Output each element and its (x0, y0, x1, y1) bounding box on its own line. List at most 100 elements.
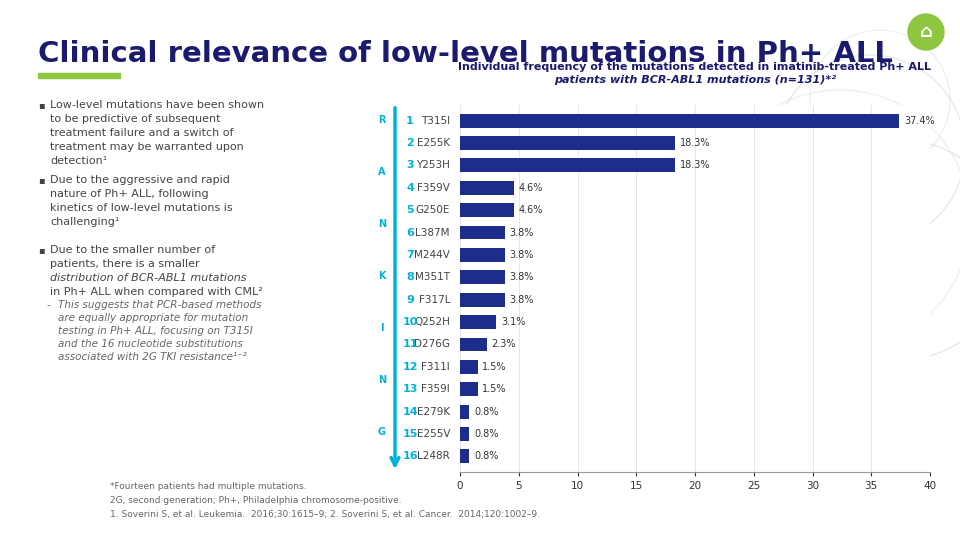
Text: 13: 13 (402, 384, 418, 394)
Text: 8: 8 (406, 272, 414, 282)
Text: 10: 10 (402, 317, 418, 327)
Text: 16: 16 (402, 451, 418, 461)
Text: 3.8%: 3.8% (510, 295, 534, 305)
Text: 18.3%: 18.3% (680, 160, 710, 171)
Text: Y253H: Y253H (416, 160, 450, 171)
Text: F317L: F317L (419, 295, 450, 305)
Text: 7: 7 (406, 250, 414, 260)
Text: to be predictive of subsequent: to be predictive of subsequent (50, 114, 221, 124)
Text: in Ph+ ALL when compared with CML²: in Ph+ ALL when compared with CML² (50, 287, 263, 297)
Text: 2G, second generation; Ph+, Philadelphia chromosome-positive.: 2G, second generation; Ph+, Philadelphia… (110, 496, 401, 505)
Text: ⌂: ⌂ (920, 23, 932, 41)
Text: R: R (378, 115, 386, 125)
Text: 12: 12 (402, 362, 418, 372)
Bar (460, 248, 505, 262)
Text: *Fourteen patients had multiple mutations.: *Fourteen patients had multiple mutation… (110, 482, 306, 491)
Text: 14: 14 (402, 407, 418, 416)
Text: 1: 1 (406, 116, 414, 126)
Text: 18.3%: 18.3% (680, 138, 710, 148)
Text: G: G (378, 427, 386, 437)
Bar (460, 382, 478, 396)
Text: 3.8%: 3.8% (510, 272, 534, 282)
Text: E279K: E279K (417, 407, 450, 416)
Text: 5: 5 (406, 205, 414, 215)
Text: 11: 11 (402, 340, 418, 349)
Bar (460, 203, 514, 217)
Text: distribution of BCR-ABL1 mutations: distribution of BCR-ABL1 mutations (50, 273, 247, 283)
Text: G250E: G250E (416, 205, 450, 215)
Text: ▪: ▪ (38, 245, 44, 255)
Text: -: - (46, 300, 50, 310)
Text: E255V: E255V (417, 429, 450, 439)
Text: 1. Soverini S, et al. Leukemia.  2016;30:1615–9; 2. Soverini S, et al. Cancer.  : 1. Soverini S, et al. Leukemia. 2016;30:… (110, 510, 540, 519)
Text: A: A (378, 167, 386, 177)
Text: 15: 15 (402, 429, 418, 439)
Text: 37.4%: 37.4% (904, 116, 935, 126)
Text: D276G: D276G (414, 340, 450, 349)
Bar (38, 73, 120, 78)
Text: 3: 3 (406, 160, 414, 171)
Bar (460, 181, 514, 195)
Text: 9: 9 (406, 295, 414, 305)
Text: N: N (378, 219, 386, 229)
Text: testing in Ph+ ALL, focusing on T315I: testing in Ph+ ALL, focusing on T315I (58, 326, 252, 336)
Text: I: I (380, 323, 384, 333)
Text: Due to the aggressive and rapid: Due to the aggressive and rapid (50, 175, 229, 185)
Text: associated with 2G TKI resistance¹⁻²: associated with 2G TKI resistance¹⁻² (58, 352, 247, 362)
Text: L387M: L387M (416, 227, 450, 238)
Text: nature of Ph+ ALL, following: nature of Ph+ ALL, following (50, 189, 208, 199)
Text: patients with BCR-ABL1 mutations (n=131)*²: patients with BCR-ABL1 mutations (n=131)… (554, 75, 836, 85)
Text: L248R: L248R (418, 451, 450, 461)
Text: and the 16 nucleotide substitutions: and the 16 nucleotide substitutions (58, 339, 243, 349)
Text: 3.8%: 3.8% (510, 250, 534, 260)
Bar (460, 158, 675, 172)
Text: 2: 2 (406, 138, 414, 148)
Bar (460, 226, 505, 240)
Text: 3.8%: 3.8% (510, 227, 534, 238)
Text: 0.8%: 0.8% (474, 407, 498, 416)
Text: 0.8%: 0.8% (474, 429, 498, 439)
Text: kinetics of low-level mutations is: kinetics of low-level mutations is (50, 203, 232, 213)
Text: F359I: F359I (421, 384, 450, 394)
Text: 3.1%: 3.1% (501, 317, 525, 327)
Text: 1.5%: 1.5% (482, 362, 507, 372)
Text: are equally appropriate for mutation: are equally appropriate for mutation (58, 313, 249, 323)
Text: 4.6%: 4.6% (518, 183, 543, 193)
Text: 2.3%: 2.3% (492, 340, 516, 349)
Text: treatment failure and a switch of: treatment failure and a switch of (50, 128, 233, 138)
Text: ▪: ▪ (38, 100, 44, 110)
Text: Individual frequency of the mutations detected in imatinib-treated Ph+ ALL: Individual frequency of the mutations de… (459, 62, 931, 72)
Text: 0.8%: 0.8% (474, 451, 498, 461)
Bar (460, 114, 900, 127)
Bar (460, 427, 469, 441)
Text: ▪: ▪ (38, 175, 44, 185)
Text: 1.5%: 1.5% (482, 384, 507, 394)
Text: F311I: F311I (421, 362, 450, 372)
Text: detection¹: detection¹ (50, 156, 108, 166)
Bar (460, 338, 487, 352)
Text: N: N (378, 375, 386, 385)
Text: M244V: M244V (414, 250, 450, 260)
Text: 6: 6 (406, 227, 414, 238)
Text: 4: 4 (406, 183, 414, 193)
Text: challenging¹: challenging¹ (50, 217, 119, 227)
Text: Due to the smaller number of: Due to the smaller number of (50, 245, 215, 255)
Text: treatment may be warranted upon: treatment may be warranted upon (50, 142, 244, 152)
Text: K: K (378, 271, 386, 281)
Text: This suggests that PCR-based methods: This suggests that PCR-based methods (58, 300, 261, 310)
Text: F359V: F359V (418, 183, 450, 193)
Bar (460, 449, 469, 463)
Bar (460, 404, 469, 418)
Text: Clinical relevance of low-level mutations in Ph+ ALL: Clinical relevance of low-level mutation… (38, 40, 893, 68)
Bar (460, 315, 496, 329)
Bar (460, 293, 505, 307)
Text: Q252H: Q252H (414, 317, 450, 327)
Circle shape (908, 14, 944, 50)
Text: patients, there is a smaller: patients, there is a smaller (50, 259, 200, 269)
Text: M351T: M351T (415, 272, 450, 282)
Bar (460, 271, 505, 284)
Bar (460, 360, 478, 374)
Bar (460, 136, 675, 150)
Text: T315I: T315I (420, 116, 450, 126)
Text: Low-level mutations have been shown: Low-level mutations have been shown (50, 100, 264, 110)
